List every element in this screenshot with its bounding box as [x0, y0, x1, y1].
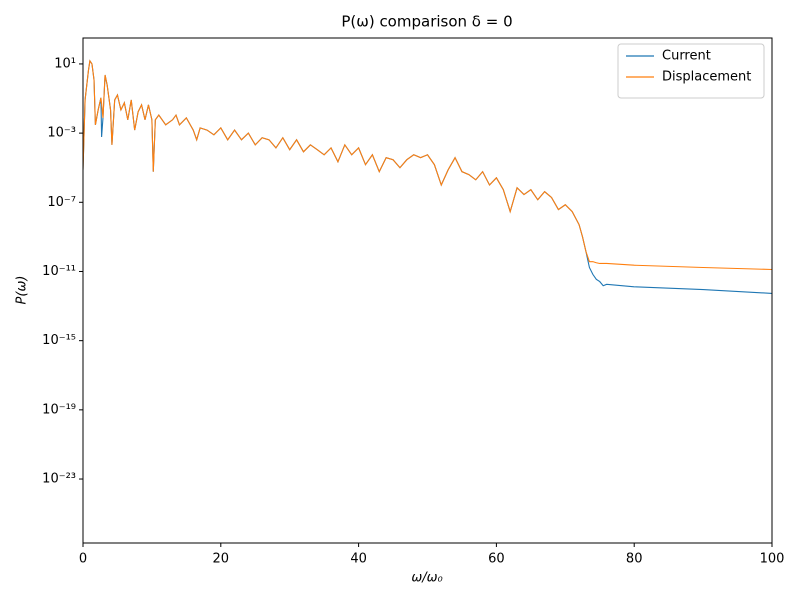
y-tick-label: 10⁻³: [47, 126, 76, 141]
x-axis-label: ω/ω₀: [411, 571, 443, 586]
legend-label: Current: [662, 49, 711, 64]
x-tick-label: 0: [79, 552, 87, 567]
y-tick-label: 10⁻¹⁹: [42, 402, 76, 417]
x-tick-label: 20: [213, 552, 230, 567]
x-tick-label: 60: [488, 552, 505, 567]
y-tick-label: 10⁻¹⁵: [42, 333, 76, 348]
legend-box: [617, 43, 765, 99]
x-tick-label: 80: [626, 552, 643, 567]
x-tick-label: 100: [760, 552, 785, 567]
y-axis-label: P(ω): [15, 276, 30, 305]
series-line: [83, 59, 772, 271]
y-tick-label: 10¹: [54, 56, 76, 71]
x-tick-label: 40: [350, 552, 367, 567]
y-tick-label: 10⁻¹¹: [42, 264, 76, 279]
y-tick-label: 10⁻²³: [42, 472, 76, 487]
chart-title: P(ω) comparison δ = 0: [341, 13, 512, 31]
plot-frame: [82, 37, 773, 544]
y-tick-label: 10⁻⁷: [47, 195, 76, 210]
legend-label: Displacement: [662, 70, 751, 85]
